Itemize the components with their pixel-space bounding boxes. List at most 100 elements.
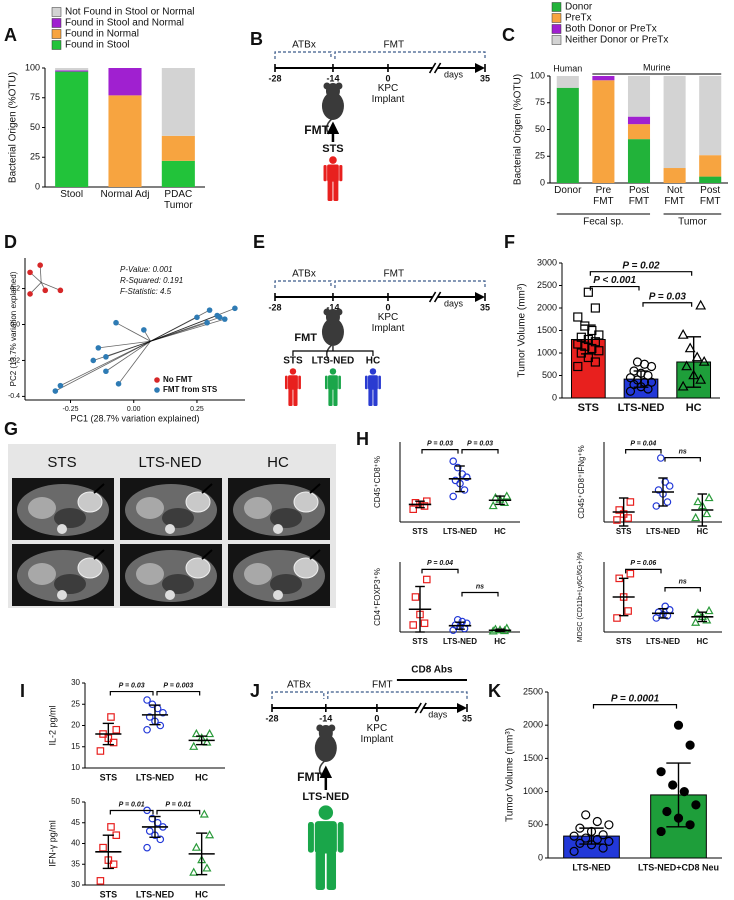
human-arm	[307, 822, 314, 853]
data-point	[661, 478, 670, 486]
x-tick-label-box: Normal Adj	[101, 190, 150, 200]
data-point	[107, 713, 115, 721]
mri-organ	[162, 508, 194, 528]
data-point	[143, 725, 151, 734]
spider-line	[150, 322, 208, 342]
significance-label: P = 0.02	[622, 260, 660, 271]
y-tick-label: 1000	[523, 786, 543, 796]
mri-arrow	[201, 483, 213, 494]
data-point	[594, 346, 604, 356]
legend-label: Found in Stool	[65, 40, 130, 51]
mri-organ	[136, 563, 164, 585]
mri-organ	[28, 497, 56, 519]
implant-label: KPC Implant	[360, 724, 394, 745]
implant-label: KPC Implant	[371, 84, 405, 105]
mri-organ	[162, 574, 194, 594]
antibody-label: CD8 Abs	[411, 665, 453, 676]
x-tick-label: Post FMT	[628, 186, 650, 207]
human-leg	[333, 180, 339, 201]
mouse-ear	[323, 308, 331, 316]
mri-label: HC	[267, 454, 289, 471]
data-point	[654, 486, 663, 494]
human-arm	[339, 165, 343, 182]
mouse-ear	[316, 724, 324, 732]
data-point	[232, 305, 238, 312]
x-tick-label: STS	[412, 527, 428, 536]
phase-label: FMT	[384, 269, 405, 280]
y-tick-label: 30	[71, 880, 80, 889]
data-point	[199, 809, 209, 818]
y-tick-label: 40	[71, 839, 80, 848]
donor-tree	[292, 346, 374, 356]
axis-break-gap	[432, 65, 438, 71]
y-axis-label: MDSC (CD11b+Ly6C/6G+)%	[577, 552, 584, 642]
human-leg	[333, 388, 338, 406]
y-axis-label: PC2 (13.7% variation explained)	[9, 271, 18, 386]
panel-letter: B	[250, 29, 263, 49]
data-point	[632, 357, 643, 367]
x-tick-label: 0.25	[190, 406, 204, 413]
data-point	[665, 482, 674, 490]
y-tick-label: 75	[30, 92, 40, 102]
data-point	[112, 831, 121, 840]
donor-label: HC	[366, 356, 380, 367]
human-arm	[338, 375, 341, 390]
significance-bracket	[461, 591, 499, 597]
human-leg	[288, 388, 293, 406]
mri-organ	[136, 497, 164, 519]
x-tick-label-box: Post FMT	[700, 186, 721, 206]
data-point	[103, 354, 109, 360]
legend-label: Found in Stool and Normal	[65, 18, 184, 29]
data-point	[451, 476, 460, 485]
mri-arrow	[93, 483, 105, 494]
y-axis-label: CD45⁺CD8⁺IFNg⁺%	[577, 445, 586, 519]
significance-bracket	[625, 449, 662, 454]
day-label: 0	[374, 713, 379, 723]
x-tick-label: STS	[616, 527, 632, 536]
data-point	[691, 512, 701, 522]
significance-bracket	[109, 690, 154, 696]
y-tick-label: 50	[71, 797, 80, 806]
data-point	[141, 327, 147, 333]
donor-label: STS	[322, 143, 343, 155]
axis-break	[433, 291, 442, 303]
x-tick-label: -0.25	[63, 406, 79, 413]
data-point	[205, 830, 215, 839]
mouse-ear	[335, 82, 343, 90]
y-tick-label: 10	[71, 763, 80, 772]
data-point	[702, 508, 712, 518]
bar-segment	[627, 116, 651, 125]
data-point	[191, 842, 201, 851]
data-point	[581, 810, 591, 820]
y-tick-label: 1500	[537, 325, 557, 335]
data-point	[704, 605, 714, 615]
data-point	[677, 380, 689, 391]
data-point	[681, 360, 693, 371]
human-leg	[373, 388, 378, 406]
mri-organ	[54, 574, 86, 594]
bar-segment	[627, 124, 651, 140]
significance-bracket	[625, 568, 662, 574]
y-tick-label: 2500	[537, 280, 557, 290]
x-tick-label: HC	[494, 637, 506, 646]
y-tick-label: 500	[528, 819, 543, 829]
axis-break	[428, 291, 437, 303]
spider-line	[150, 307, 236, 342]
significance-bracket	[461, 449, 499, 454]
day-label: 35	[480, 73, 490, 83]
x-tick-label: LTS-NED	[646, 637, 680, 646]
legend-label: Donor	[565, 2, 593, 13]
data-point	[109, 860, 118, 869]
unit-label: days	[444, 69, 464, 79]
data-point	[656, 454, 665, 462]
y-tick-label: 2500	[523, 686, 543, 696]
y-tick-label: -0.4	[8, 393, 20, 400]
mri-tumor	[185, 557, 211, 579]
y-tick-label: 2000	[523, 720, 543, 730]
data-point	[99, 843, 107, 852]
x-tick-label: Stool	[60, 190, 84, 200]
y-tick-label: 20	[71, 721, 80, 730]
panel-letter: H	[356, 429, 369, 449]
human-arm	[337, 822, 344, 853]
legend-label: No FMT	[163, 375, 192, 384]
